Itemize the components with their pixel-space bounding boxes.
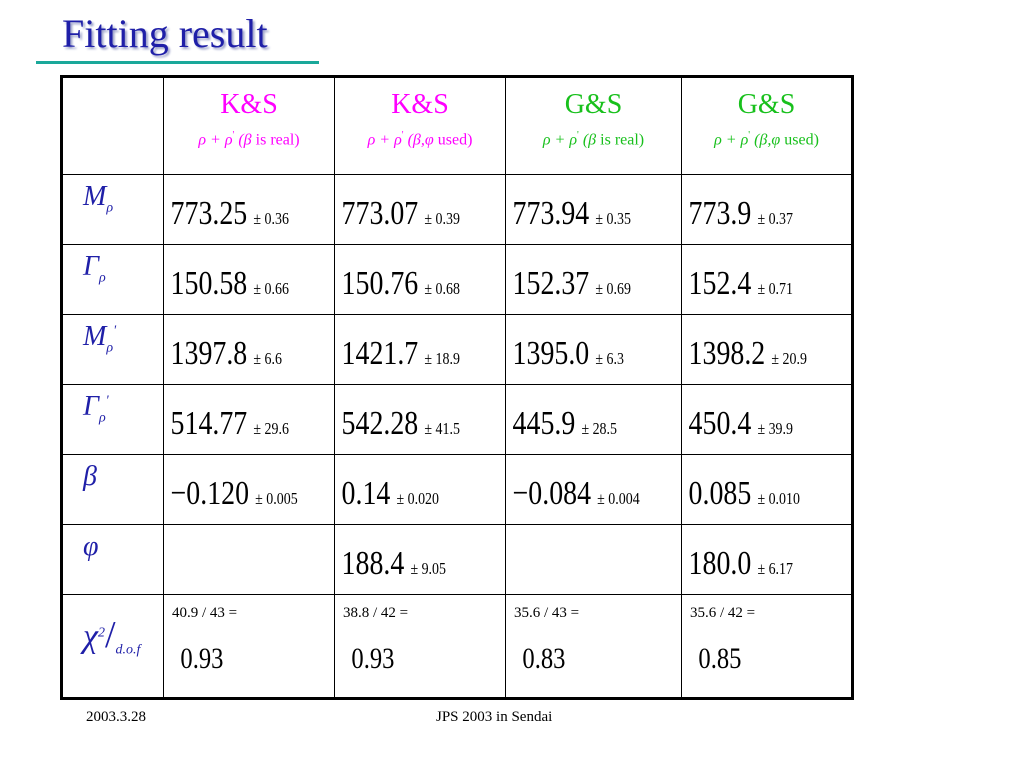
table-cell: 152.4 ± 0.71	[681, 244, 853, 315]
col-header-ks-used: K&S ρ + ρ' (β,φ used)	[334, 76, 506, 175]
chi-cell: 35.6 / 42 = 0.85	[681, 594, 853, 699]
col-sub: ρ + ρ' (β,φ used)	[367, 130, 473, 149]
table-cell: −0.120 ± 0.005	[163, 454, 335, 525]
table-row: φ 188.4 ± 9.05 180.0 ± 6.17	[61, 524, 853, 595]
table-row: Γρ' 514.77 ± 29.6 542.28 ± 41.5 445.9 ± …	[61, 384, 853, 455]
fitting-result-table: K&S ρ + ρ' (β is real) K&S ρ + ρ' (β,φ u…	[60, 75, 854, 700]
table-cell	[505, 524, 682, 595]
table-row: Mρ 773.25 ± 0.36 773.07 ± 0.39 773.94 ± …	[61, 174, 853, 245]
table-row: Mρ' 1397.8 ± 6.6 1421.7 ± 18.9 1395.0 ± …	[61, 314, 853, 385]
chi-squared-row: χ2/d.o.f 40.9 / 43 = 0.93 38.8 / 42 = 0.93…	[61, 594, 853, 699]
corner-cell	[61, 76, 164, 175]
row-label: β	[61, 454, 164, 525]
row-label: χ2/d.o.f	[61, 594, 164, 699]
table-cell: 150.76 ± 0.68	[334, 244, 506, 315]
table-cell: 542.28 ± 41.5	[334, 384, 506, 455]
chi-cell: 38.8 / 42 = 0.93	[334, 594, 506, 699]
col-header-gs-used: G&S ρ + ρ' (β,φ used)	[681, 76, 853, 175]
slide-title: Fitting result	[62, 11, 268, 56]
col-sub: ρ + ρ' (β,φ used)	[714, 130, 819, 149]
footer-date: 2003.3.28	[86, 709, 146, 725]
table-cell: 450.4 ± 39.9	[681, 384, 853, 455]
table-cell	[163, 524, 335, 595]
table-cell: 1398.2 ± 20.9	[681, 314, 853, 385]
table-cell: 150.58 ± 0.66	[163, 244, 335, 315]
row-label: Mρ'	[61, 314, 164, 385]
title-underline	[36, 61, 319, 64]
footer-event: JPS 2003 in Sendai	[436, 709, 553, 725]
table-row: β −0.120 ± 0.005 0.14 ± 0.020 −0.084 ± 0…	[61, 454, 853, 525]
chi-cell: 40.9 / 43 = 0.93	[163, 594, 335, 699]
col-name: K&S	[391, 89, 449, 120]
table-cell: 773.07 ± 0.39	[334, 174, 506, 245]
table-cell: 1395.0 ± 6.3	[505, 314, 682, 385]
col-name: K&S	[220, 89, 278, 120]
table-cell: 1421.7 ± 18.9	[334, 314, 506, 385]
table-cell: 773.94 ± 0.35	[505, 174, 682, 245]
table-cell: 180.0 ± 6.17	[681, 524, 853, 595]
table-cell: 0.085 ± 0.010	[681, 454, 853, 525]
col-sub: ρ + ρ' (β is real)	[542, 130, 645, 149]
table-cell: 514.77 ± 29.6	[163, 384, 335, 455]
chi-cell: 35.6 / 43 = 0.83	[505, 594, 682, 699]
table-cell: 1397.8 ± 6.6	[163, 314, 335, 385]
col-header-gs-real: G&S ρ + ρ' (β is real)	[505, 76, 682, 175]
col-sub: ρ + ρ' (β is real)	[198, 130, 300, 149]
table-cell: 773.25 ± 0.36	[163, 174, 335, 245]
table-cell: 0.14 ± 0.020	[334, 454, 506, 525]
table-row: Γρ 150.58 ± 0.66 150.76 ± 0.68 152.37 ± …	[61, 244, 853, 315]
table-cell: −0.084 ± 0.004	[505, 454, 682, 525]
col-header-ks-real: K&S ρ + ρ' (β is real)	[163, 76, 335, 175]
col-name: G&S	[737, 89, 796, 120]
row-label: Mρ	[61, 174, 164, 245]
table-cell: 773.9 ± 0.37	[681, 174, 853, 245]
row-label: Γρ	[61, 244, 164, 315]
col-name: G&S	[564, 89, 623, 120]
row-label: φ	[61, 524, 164, 595]
table-cell: 188.4 ± 9.05	[334, 524, 506, 595]
row-label: Γρ'	[61, 384, 164, 455]
header-row: K&S ρ + ρ' (β is real) K&S ρ + ρ' (β,φ u…	[61, 76, 853, 175]
table-cell: 152.37 ± 0.69	[505, 244, 682, 315]
table-cell: 445.9 ± 28.5	[505, 384, 682, 455]
